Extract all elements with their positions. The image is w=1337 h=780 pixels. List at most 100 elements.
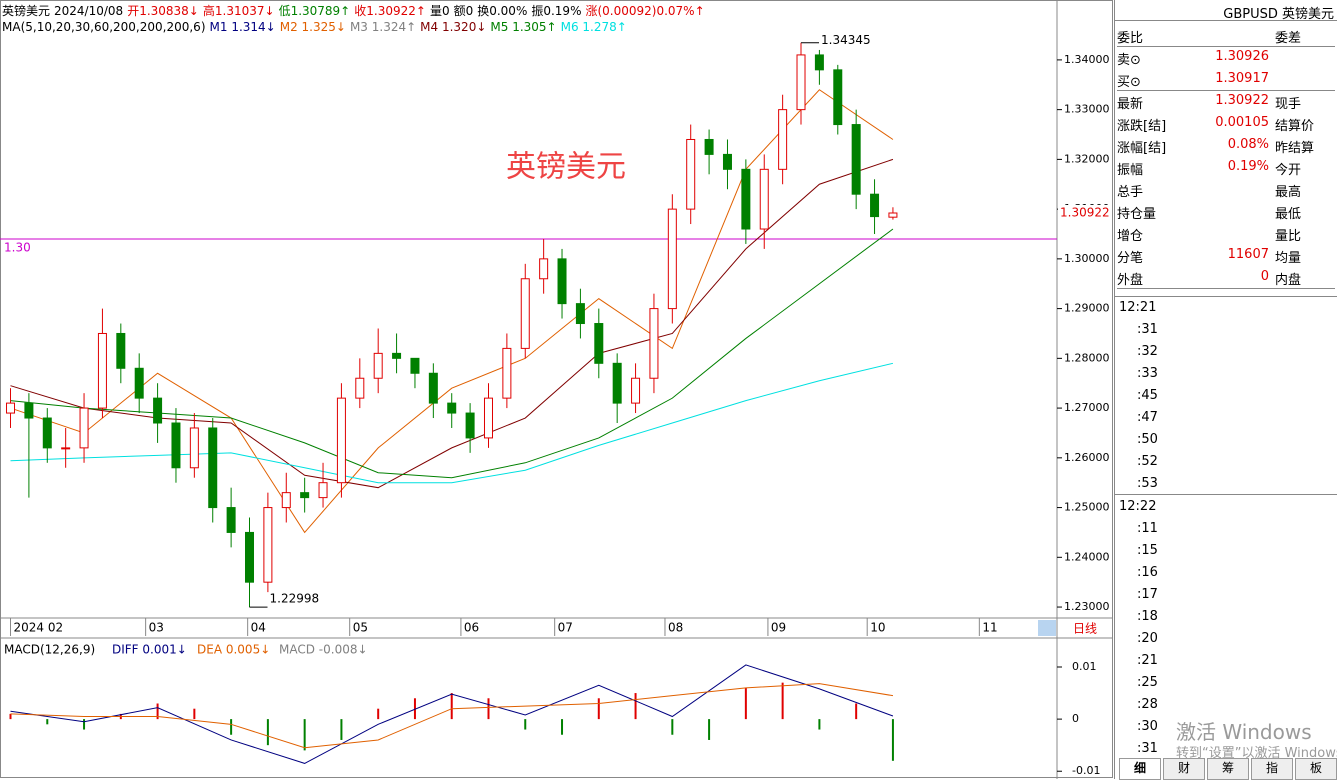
candle-body: [833, 69, 843, 126]
quote-label: 分笔: [1117, 251, 1144, 266]
quote-label: 买⊙: [1117, 75, 1141, 90]
quote-value: 0.19%: [1227, 159, 1269, 174]
candle-body: [814, 54, 824, 71]
quote-panel: GBPUSD 英镑美元 委比 委差 卖⊙ 1.30926 买⊙ 1.30917 最新 1.30…: [1114, 0, 1337, 780]
tick-time: :45: [1137, 388, 1158, 403]
y-tick-label: 1.27000: [1064, 401, 1110, 414]
quote-label: 内盘: [1275, 273, 1302, 288]
candle-body: [741, 168, 751, 230]
candle-body: [226, 507, 236, 533]
candle-body: [79, 407, 89, 449]
header-item: MA(5,10,20,30,60,200,200,200,6): [2, 20, 206, 34]
tick-time: :11: [1137, 521, 1158, 536]
quote-row: 买⊙ 1.30917: [1117, 68, 1335, 91]
quote-label: 振幅: [1117, 163, 1144, 178]
panel-title-bar: GBPUSD 英镑美元: [1115, 0, 1337, 22]
y-tick-label: 1.26000: [1064, 451, 1110, 464]
header-item: M6 1.278↑: [560, 20, 627, 34]
candle-body: [97, 332, 107, 409]
tick-time: :20: [1137, 631, 1158, 646]
header-item: 英镑美元: [2, 4, 51, 18]
header-item: 2024/10/08: [54, 4, 124, 18]
tab[interactable]: 板: [1295, 758, 1337, 780]
quote-label: 涨幅[结]: [1117, 141, 1167, 156]
quote-value: 0.00105: [1215, 115, 1269, 130]
candle-body: [373, 352, 383, 379]
header-item: M1 1.314↓: [209, 20, 276, 34]
quote-label: 持仓量: [1117, 207, 1157, 222]
tick-time: :16: [1137, 565, 1158, 580]
tick-time: :47: [1137, 410, 1158, 425]
x-tick-label: 10: [870, 621, 885, 635]
candle-body: [502, 347, 512, 399]
tick-time: :52: [1137, 454, 1158, 469]
candle-body: [42, 417, 52, 449]
candle-body: [888, 212, 898, 218]
divider: [1115, 296, 1337, 297]
candle-body: [171, 422, 181, 469]
tab[interactable]: 筹: [1207, 758, 1249, 780]
tab[interactable]: 细: [1119, 758, 1161, 780]
quote-row: 卖⊙ 1.30926: [1117, 46, 1335, 68]
quote-row: 涨跌[结] 0.00105 结算价: [1117, 112, 1335, 134]
tick-time: :53: [1137, 476, 1158, 491]
quote-line: 英镑美元 2024/10/08 开1.30838↓ 高1.31037↓ 低1.30789…: [2, 2, 709, 19]
quote-row: 涨幅[结] 0.08% 昨结算: [1117, 134, 1335, 156]
candle-body: [410, 357, 420, 374]
header-item: 高1.31037↓: [202, 4, 275, 18]
tick-time: 12:22: [1119, 499, 1157, 514]
dea-label: DEA 0.005↓: [197, 643, 270, 657]
ma-line: [10, 362, 894, 484]
quote-label: 委差: [1275, 31, 1302, 46]
quote-row: 持仓量 最低: [1117, 200, 1335, 222]
quote-value: 1.30917: [1215, 71, 1269, 86]
candle-body: [557, 258, 567, 305]
candle-body: [189, 427, 199, 469]
tick-time: :50: [1137, 432, 1158, 447]
y-tick-label: 1.29000: [1064, 302, 1110, 315]
extreme-label: 1.22998: [270, 592, 320, 606]
candle-body: [355, 377, 365, 399]
tick-time: :21: [1137, 653, 1158, 668]
quote-label: 最高: [1275, 185, 1302, 200]
scroll-box: [1038, 620, 1056, 636]
tick-time: :25: [1137, 675, 1158, 690]
candle-body: [318, 482, 328, 499]
header-item: 开1.30838↓: [127, 4, 199, 18]
ma-line: MA(5,10,20,30,60,200,200,200,6) M1 1.314↓…: [2, 20, 631, 34]
candle-body: [336, 397, 346, 484]
candle-body: [134, 367, 144, 399]
x-tick-label: 07: [558, 621, 573, 635]
tab[interactable]: 财: [1163, 758, 1205, 780]
quote-row: 委比 委差: [1117, 24, 1335, 47]
period-label[interactable]: 日线: [1073, 622, 1097, 636]
candle-body: [870, 193, 880, 218]
tick-time: :15: [1137, 543, 1158, 558]
diff-label: DIFF 0.001↓: [112, 643, 187, 657]
header-item: 振0.19%: [531, 4, 582, 18]
quote-row: 增仓 量比: [1117, 222, 1335, 244]
quote-row: 分笔 11607 均量: [1117, 244, 1335, 266]
candle-body: [722, 153, 732, 170]
candle-body: [428, 372, 438, 404]
candle-body: [24, 402, 34, 419]
candle-body: [631, 377, 641, 404]
tick-time: :28: [1137, 697, 1158, 712]
tick-time: 12:21: [1119, 300, 1157, 315]
quote-label: 昨结算: [1275, 141, 1315, 156]
quote-label: 今开: [1275, 163, 1302, 178]
candle-body: [686, 138, 696, 210]
y-tick-label: -0.01: [1072, 764, 1100, 777]
quote-label: 最低: [1275, 207, 1302, 222]
watermark: 转到“设置”以激活 Windows。: [1176, 746, 1337, 761]
y-tick-label: 0: [1072, 712, 1079, 725]
last-price-tag: [1058, 204, 1112, 221]
x-tick-label: 11: [982, 621, 997, 635]
candle-body: [539, 258, 549, 280]
header-item: 低1.30789↑: [278, 4, 351, 18]
ma-line: [10, 89, 894, 534]
candle-body: [483, 397, 493, 439]
tab[interactable]: 指: [1251, 758, 1293, 780]
candle-body: [465, 412, 475, 439]
